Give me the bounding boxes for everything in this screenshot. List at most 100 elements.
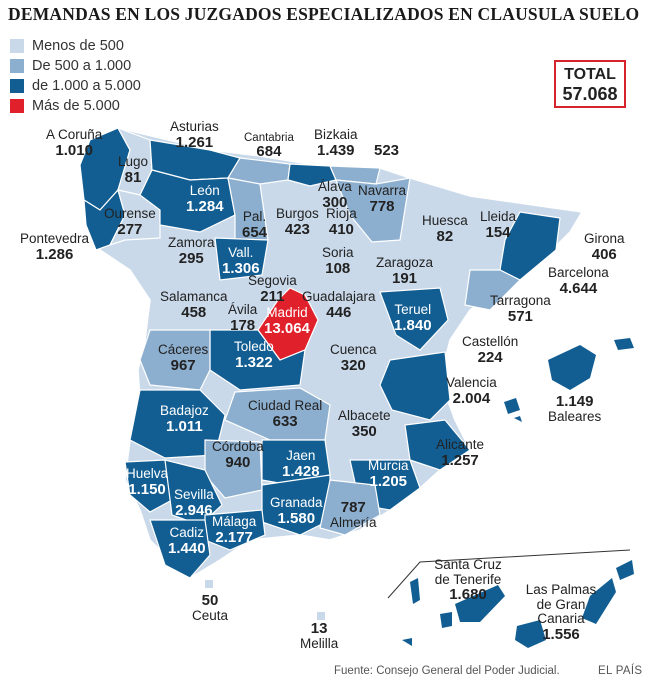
- province-value: 1.286: [35, 245, 74, 263]
- ceuta-marker: [205, 580, 213, 588]
- province-value: 2.177: [215, 528, 253, 546]
- province-value: 778: [369, 197, 395, 215]
- province-label: Badajoz 1.011: [160, 403, 209, 435]
- province-label: Lugo 81: [118, 154, 148, 186]
- province-value: 446: [326, 303, 352, 321]
- province-label: Cantabria 684: [244, 132, 294, 161]
- province-value: 178: [230, 316, 256, 334]
- province-label: 787 Almería: [330, 499, 377, 531]
- province-value: 108: [325, 259, 351, 277]
- island-gran-canaria: [515, 620, 546, 648]
- legend-label: de 1.000 a 5.000: [32, 78, 141, 94]
- province-value: 571: [507, 307, 533, 325]
- province-label: Murcia 1.205: [368, 458, 409, 490]
- province-name: Ourense: [104, 206, 156, 221]
- province-name: Ciudad Real: [248, 398, 323, 413]
- province-value: 410: [328, 220, 354, 238]
- province-value: 300: [322, 193, 348, 211]
- province-name: Segovia: [248, 273, 297, 288]
- province-value: 350: [351, 422, 377, 440]
- island-mallorca: [548, 345, 596, 390]
- province-value: 277: [117, 220, 143, 238]
- province-label: Ourense 277: [104, 206, 156, 238]
- province-label: Málaga 2.177: [212, 514, 257, 546]
- province-name: Pal.: [242, 209, 267, 224]
- legend-label: Más de 5.000: [32, 98, 120, 114]
- province-value: 154: [485, 223, 511, 241]
- province-value: 50: [201, 592, 219, 609]
- province-name: Pontevedra: [20, 231, 90, 246]
- province-label: Soria 108: [322, 245, 354, 277]
- legend-item: Menos de 500: [10, 36, 141, 56]
- province-value: 191: [392, 269, 418, 287]
- region-toledo: [209, 329, 306, 391]
- province-name: Santa Cruz de Tenerife: [434, 557, 502, 587]
- province-label: Alicante 1.257: [436, 437, 485, 469]
- legend-swatch: [10, 99, 24, 113]
- province-name: Murcia: [368, 458, 409, 473]
- province-value: 654: [242, 223, 268, 241]
- province-value: 967: [170, 356, 196, 374]
- province-label: Toledo 1.322: [234, 339, 274, 371]
- region-alicante: [404, 419, 471, 471]
- province-label: Tarragona 571: [490, 293, 551, 325]
- province-name: Vall.: [228, 245, 254, 260]
- province-name: Navarra: [358, 183, 407, 198]
- province-label: Barcelona 4.644: [548, 265, 609, 297]
- province-label: Asturias 1.261: [170, 119, 219, 151]
- island-el-hierro: [402, 638, 412, 646]
- province-name: Málaga: [212, 514, 257, 529]
- region-leon: [139, 169, 236, 233]
- legend-swatch: [10, 79, 24, 93]
- province-name: Las Palmas de Gran Canaria: [525, 582, 597, 627]
- province-value: 1.011: [166, 417, 203, 435]
- legend-label: De 500 a 1.000: [32, 58, 132, 74]
- total-value: 57.068: [562, 84, 618, 104]
- province-name: Barcelona: [548, 265, 609, 280]
- province-value: 940: [225, 453, 251, 471]
- province-label: Huelva 1.150: [126, 466, 169, 498]
- province-label: León 1.284: [186, 183, 224, 215]
- province-value: 82: [436, 227, 454, 245]
- province-name: Sevilla: [174, 487, 214, 502]
- province-value: 320: [340, 356, 366, 374]
- province-label: Girona 406: [584, 231, 625, 263]
- province-value: 684: [256, 143, 282, 161]
- province-name: Melilla: [300, 636, 339, 652]
- province-value: 295: [178, 249, 204, 267]
- province-label: Cáceres 967: [158, 342, 209, 374]
- province-value: 1.680: [449, 586, 487, 604]
- province-value: 1.149: [555, 393, 594, 410]
- province-label: Valencia 2.004: [446, 375, 497, 407]
- province-label: A Coruña 1.010: [46, 127, 102, 159]
- melilla-marker: [317, 612, 325, 620]
- province-label: 50 Ceuta: [192, 592, 228, 624]
- province-name: Castellón: [462, 334, 519, 349]
- region-teruel: [379, 287, 449, 351]
- province-value: 1.150: [128, 480, 166, 498]
- province-value: 1.322: [235, 353, 273, 371]
- province-name: Cuenca: [330, 342, 377, 357]
- province-value: 523: [374, 142, 400, 159]
- region-huelva: [124, 459, 173, 513]
- island-lanzarote: [616, 560, 634, 580]
- province-value: 787: [340, 499, 366, 516]
- province-value: 1.440: [168, 539, 206, 557]
- province-name: Cantabria: [244, 132, 294, 144]
- province-name: Burgos: [276, 206, 319, 221]
- province-name: Huelva: [126, 466, 169, 481]
- legend-swatch: [10, 39, 24, 53]
- legend: Menos de 500 De 500 a 1.000 de 1.000 a 5…: [10, 36, 141, 116]
- province-value: 1.580: [277, 509, 316, 527]
- province-name: Albacete: [338, 408, 391, 423]
- province-label: Santa Cruz de Tenerife 1.680: [428, 557, 508, 604]
- province-name: Alicante: [436, 437, 485, 452]
- province-label: Álava 300: [318, 179, 352, 211]
- province-label: Zamora 295: [168, 235, 215, 267]
- province-label: Rioja 410: [326, 206, 357, 238]
- province-label: Pontevedra 1.286: [20, 231, 90, 263]
- province-name: Cáceres: [158, 342, 209, 357]
- province-label: Ciudad Real 633: [248, 398, 323, 430]
- province-name: Zaragoza: [376, 255, 434, 270]
